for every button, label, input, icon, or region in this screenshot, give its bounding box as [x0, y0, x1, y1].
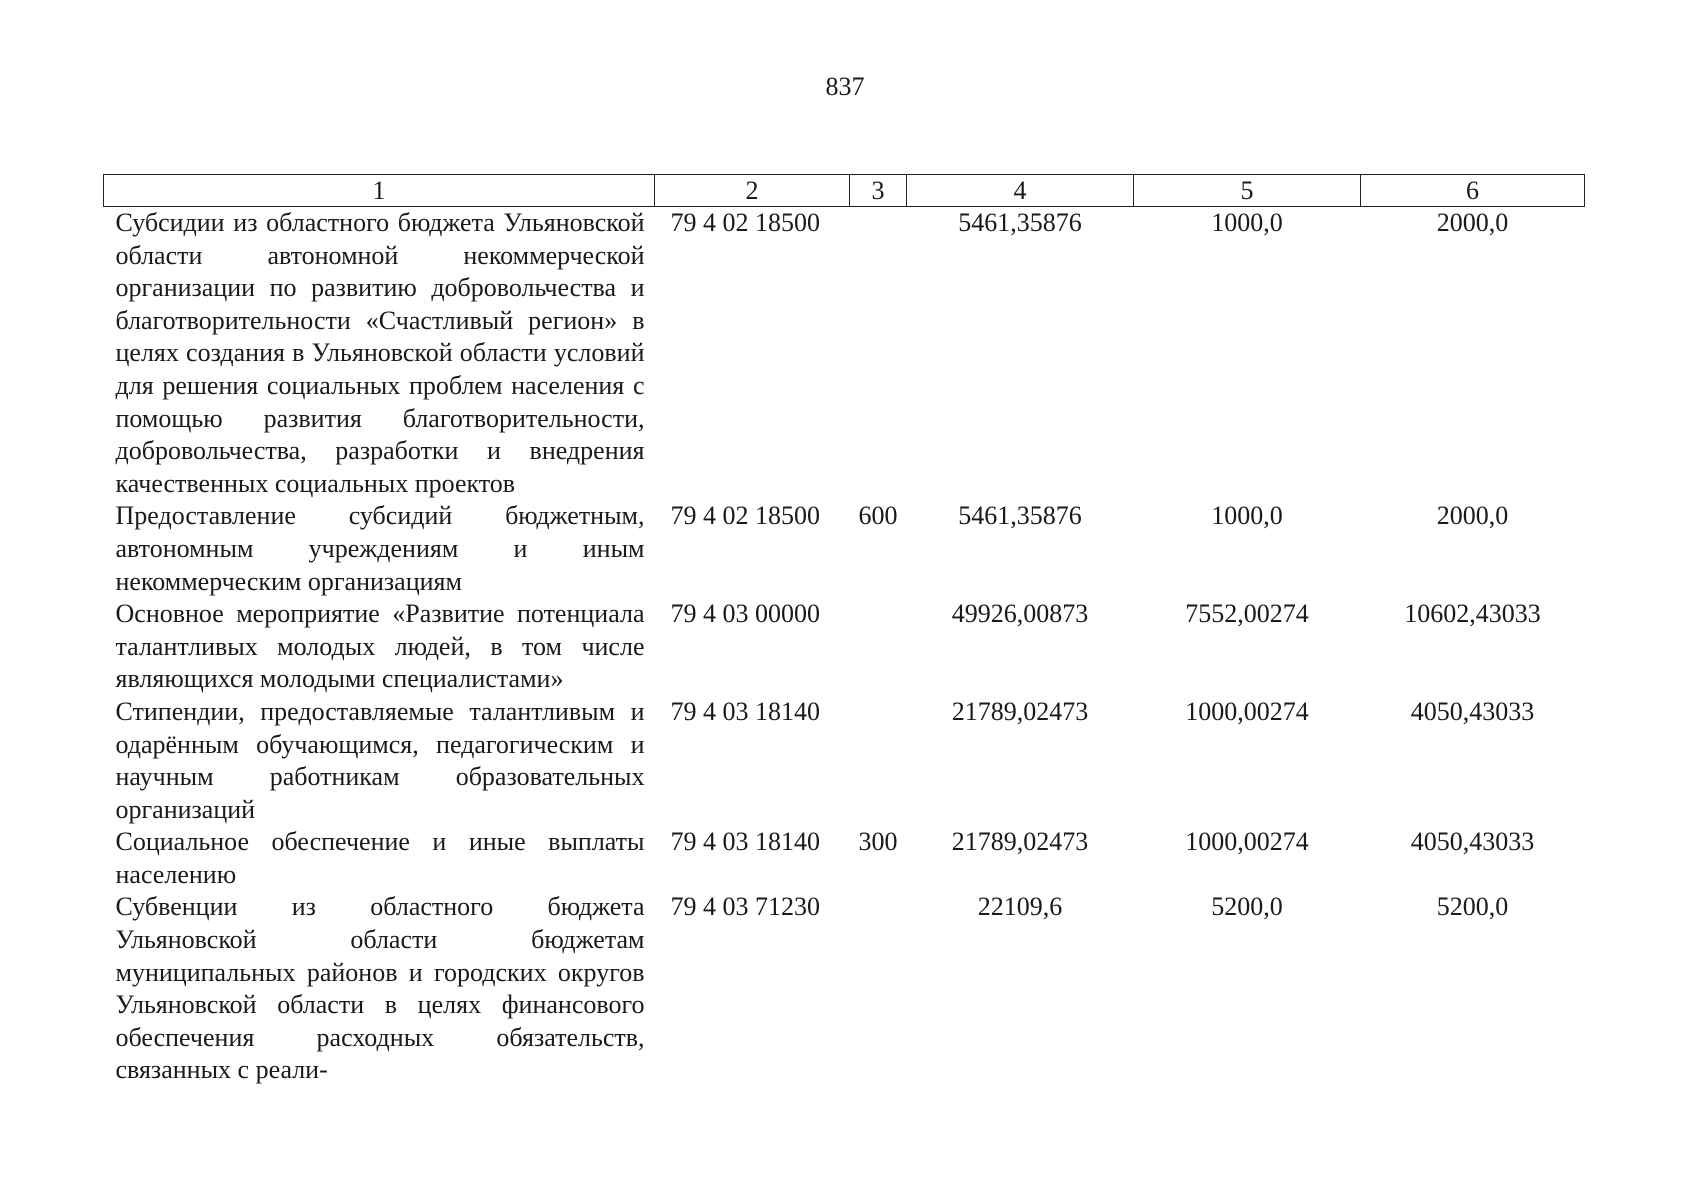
header-col-3: 3: [849, 174, 907, 207]
row-name: Предоставление субсидий бюджетным, автон…: [115, 501, 645, 596]
row-name: Основное мероприятие «Развитие потенциал…: [115, 599, 645, 694]
header-row: 1 2 3 4 5 6: [103, 174, 1585, 207]
row-value-4: 21789,02473: [951, 827, 1089, 857]
row-value-6: 4050,43033: [1410, 696, 1535, 726]
row-value-6: 5200,0: [1436, 892, 1509, 922]
row-name: Субсидии из областного бюджета Ульяновск…: [115, 208, 645, 498]
row-type: 600: [858, 501, 898, 531]
row-value-5: 1000,0: [1211, 501, 1283, 531]
row-type: [850, 891, 907, 1087]
row-value-6: 10602,43033: [1404, 599, 1541, 629]
table-row: Основное мероприятие «Развитие потенциал…: [104, 598, 1585, 696]
row-value-4: 5461,35876: [958, 501, 1082, 531]
row-value-5: 1000,0: [1211, 208, 1283, 237]
row-type: [850, 207, 907, 501]
header-col-4: 4: [906, 174, 1134, 207]
header-col-1: 1: [103, 174, 655, 207]
table-row: Субсидии из областного бюджета Ульяновск…: [104, 207, 1585, 501]
table-row: Стипендии, предоставляемые талантливым и…: [104, 696, 1585, 826]
table-row: Социальное обеспечение и иные выплаты на…: [104, 826, 1585, 891]
header-col-5: 5: [1133, 174, 1361, 207]
row-type: 300: [858, 827, 898, 857]
budget-table: 1 2 3 4 5 6 Субсидии из областного бюдже…: [103, 174, 1585, 1087]
row-code: 79 4 03 18140: [670, 827, 821, 857]
row-value-6: 2000,0: [1436, 501, 1509, 531]
row-value-5: 1000,00274: [1185, 827, 1309, 857]
row-code: 79 4 03 71230: [670, 892, 821, 922]
header-col-2: 2: [654, 174, 850, 207]
row-value-4: 21789,02473: [951, 696, 1089, 726]
row-code: 79 4 03 18140: [670, 696, 821, 726]
table-row: Субвенции из областного бюджета Ульяновс…: [104, 891, 1585, 1087]
row-name: Субвенции из областного бюджета Ульяновс…: [115, 892, 645, 1085]
row-value-5: 7552,00274: [1185, 599, 1309, 629]
row-value-6: 2000,0: [1436, 208, 1509, 237]
page-number: 837: [825, 72, 865, 101]
row-type: [850, 696, 907, 826]
row-code: 79 4 02 18500: [670, 501, 821, 531]
row-name: Стипендии, предоставляемые талантливым и…: [115, 696, 645, 824]
row-value-5: 1000,00274: [1185, 696, 1309, 726]
header-col-6: 6: [1360, 174, 1585, 207]
row-value-4: 22109,6: [977, 892, 1063, 922]
row-value-4: 49926,00873: [951, 599, 1089, 629]
row-type: [850, 598, 907, 696]
row-code: 79 4 02 18500: [670, 208, 821, 237]
row-value-6: 4050,43033: [1410, 827, 1535, 857]
row-name: Социальное обеспечение и иные выплаты на…: [115, 827, 645, 889]
row-value-4: 5461,35876: [958, 208, 1082, 237]
row-value-5: 5200,0: [1211, 892, 1283, 922]
table-row: Предоставление субсидий бюджетным, автон…: [104, 500, 1585, 598]
row-code: 79 4 03 00000: [670, 599, 821, 629]
